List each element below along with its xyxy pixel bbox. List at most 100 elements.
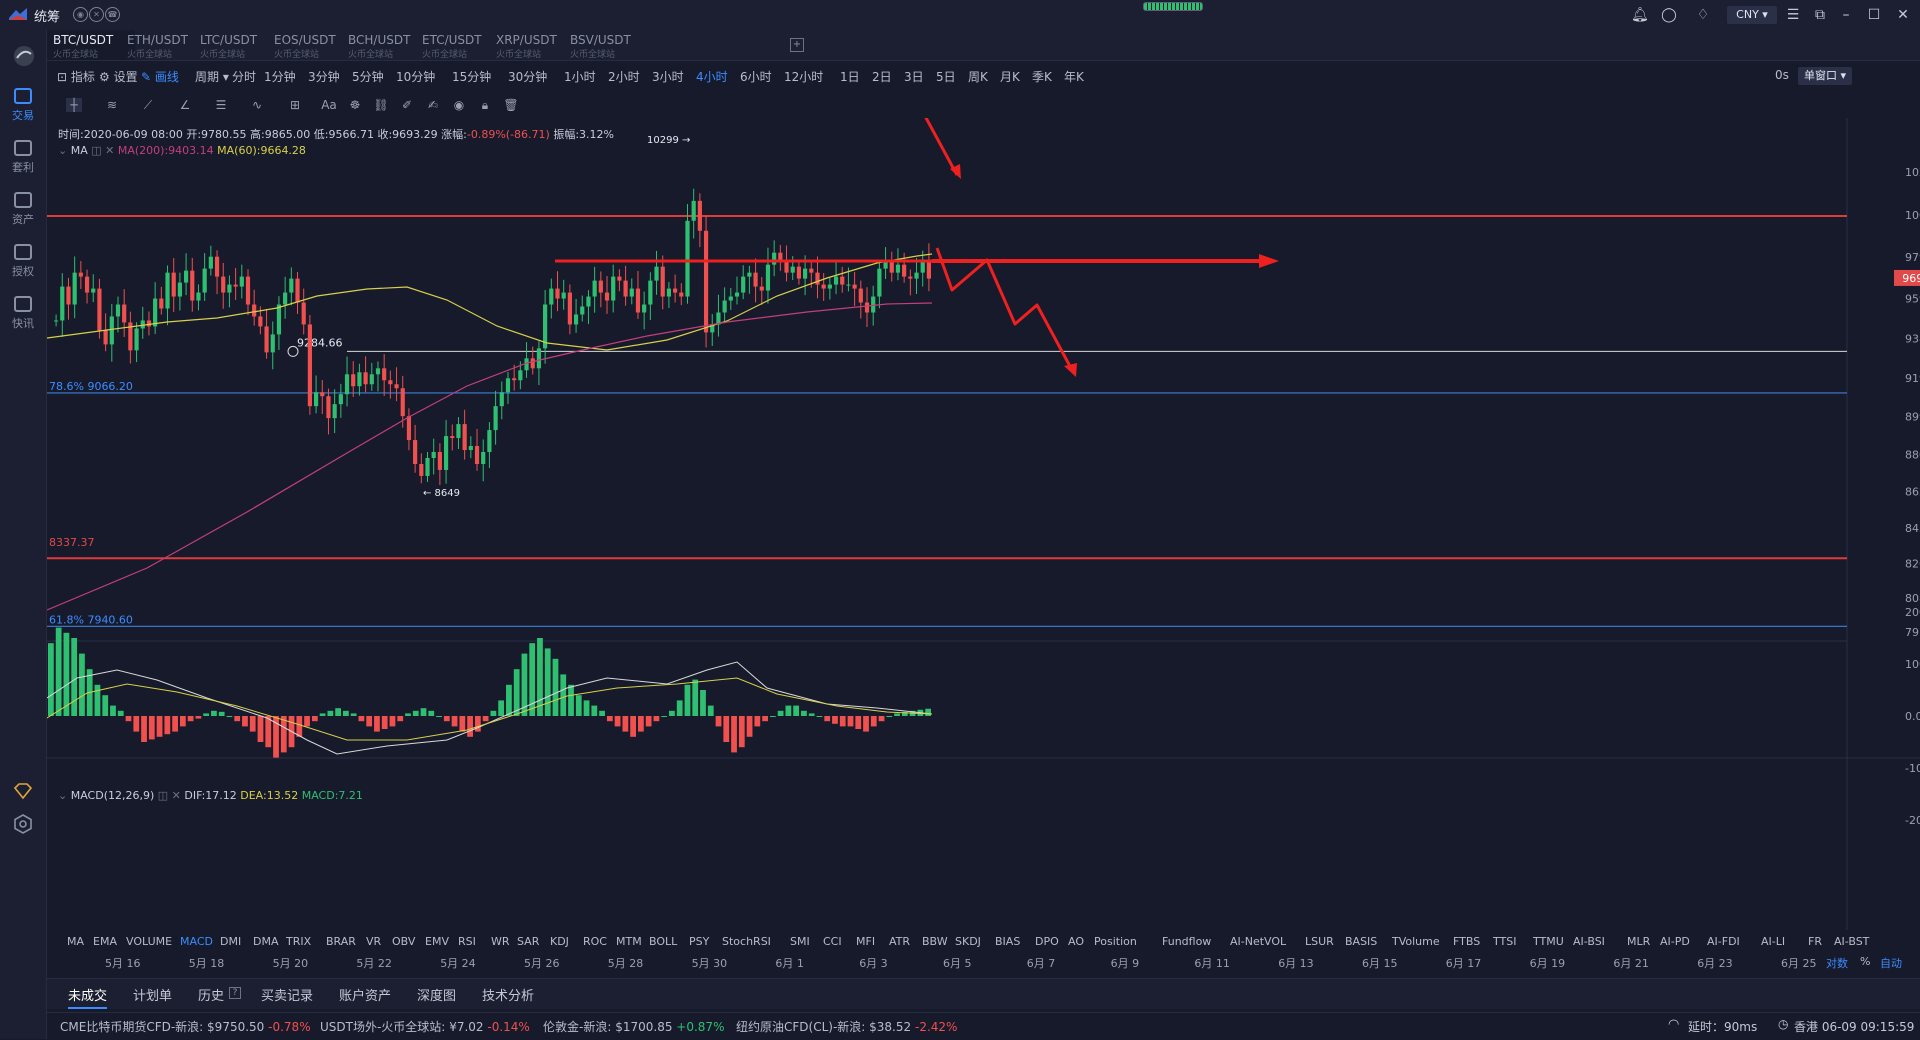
indicator-tab[interactable]: EMA xyxy=(93,935,117,948)
ticker-item[interactable]: CME比特币期货CFD-新浪: $9750.50 -0.78% xyxy=(60,1018,311,1035)
help-icon[interactable]: ? xyxy=(229,987,241,999)
pattern-icon[interactable]: ☸ xyxy=(349,98,361,112)
tab-history[interactable]: 历史 xyxy=(198,989,225,1004)
tab-plan-orders[interactable]: 计划单 xyxy=(133,989,173,1004)
indicator-tab[interactable]: AO xyxy=(1068,935,1084,948)
minimize-icon[interactable]: – xyxy=(1842,7,1850,23)
period-option[interactable]: 3日 xyxy=(904,70,924,84)
indicator-tab[interactable]: Position xyxy=(1094,935,1137,948)
settings-button[interactable]: ⚙ 设置 xyxy=(99,68,138,85)
indicator-tab[interactable]: MLR xyxy=(1627,935,1651,948)
period-dropdown[interactable]: 周期 ▾ xyxy=(195,68,229,85)
period-option[interactable]: 4小时 xyxy=(696,70,728,84)
ticker-item[interactable]: 伦敦金-新浪: $1700.85 +0.87% xyxy=(543,1018,724,1035)
indicator-tab[interactable]: AI-LI xyxy=(1761,935,1786,948)
indicator-tab[interactable]: ATR xyxy=(889,935,911,948)
gift-icon[interactable]: ✕ xyxy=(89,7,104,22)
angle-icon[interactable]: ∠ xyxy=(179,98,191,112)
sidebar-item-authorize[interactable]: 授权 xyxy=(0,244,46,279)
indicator-tab[interactable]: VR xyxy=(366,935,382,948)
popout-icon[interactable]: ⧉ xyxy=(1815,7,1825,23)
indicator-tab[interactable]: AI-NetVOL xyxy=(1230,935,1287,948)
indicator-tab[interactable]: BRAR xyxy=(326,935,356,948)
tab-account-assets[interactable]: 账户资产 xyxy=(339,989,392,1004)
period-option[interactable]: 10分钟 xyxy=(396,70,436,84)
trend-line-icon[interactable]: ⟋ xyxy=(143,98,153,112)
tab-eos-usdt[interactable]: EOS/USDT 火币全球站 xyxy=(268,30,356,60)
indicator-tab[interactable]: DMA xyxy=(253,935,279,948)
ticker-item[interactable]: 纽约原油CFD(CL)-新浪: $38.52 -2.42% xyxy=(736,1018,957,1035)
tab-bsv-usdt[interactable]: BSV/USDT 火币全球站 xyxy=(564,30,652,60)
tab-etc-usdt[interactable]: ETC/USDT 火币全球站 xyxy=(416,30,504,60)
currency-select[interactable]: CNY ▾ xyxy=(1727,6,1777,24)
indicator-tab[interactable]: WR xyxy=(491,935,510,948)
eye-icon[interactable]: ◉ xyxy=(453,98,465,112)
brush-icon[interactable]: ✍ xyxy=(427,98,439,112)
list-icon[interactable]: ☰ xyxy=(215,98,227,112)
period-option[interactable]: 6小时 xyxy=(740,70,772,84)
visibility-icon[interactable]: ◫ ✕ xyxy=(157,789,185,802)
chevron-down-icon[interactable]: ⌄ xyxy=(58,789,71,802)
vip-diamond-icon[interactable] xyxy=(13,782,33,800)
sidebar-item-trade[interactable]: 交易 xyxy=(0,88,46,123)
trash-icon[interactable]: 🗑︎ xyxy=(503,98,519,112)
indicator-tab[interactable]: SKDJ xyxy=(955,935,981,948)
sidebar-item-arbitrage[interactable]: 套利 xyxy=(0,140,46,175)
log-scale-toggle[interactable]: 对数 xyxy=(1826,957,1848,970)
period-option[interactable]: 3小时 xyxy=(652,70,684,84)
indicator-tab[interactable]: SMI xyxy=(790,935,810,948)
indicator-tab[interactable]: AI-FDI xyxy=(1707,935,1740,948)
tab-eth-usdt[interactable]: ETH/USDT 火币全球站 xyxy=(121,30,209,60)
indicator-tab[interactable]: Fundflow xyxy=(1162,935,1212,948)
line-style-icon[interactable]: ≋ xyxy=(106,98,118,112)
sidebar-item-news[interactable]: 快讯 xyxy=(0,296,46,331)
indicator-tab[interactable]: AI-BST xyxy=(1834,935,1870,948)
ticker-item[interactable]: USDT场外-火币全球站: ¥7.02 -0.14% xyxy=(320,1018,530,1035)
period-option[interactable]: 分时 xyxy=(232,70,257,84)
tab-depth-chart[interactable]: 深度图 xyxy=(417,989,457,1004)
indicator-tab[interactable]: MA xyxy=(67,935,85,948)
tab-btc-usdt[interactable]: BTC/USDT 火币全球站 xyxy=(47,30,135,60)
period-option[interactable]: 周K xyxy=(968,70,988,84)
ruler-icon[interactable]: ✐ xyxy=(401,98,413,112)
period-option[interactable]: 1小时 xyxy=(564,70,596,84)
indicator-tab[interactable]: TVolume xyxy=(1392,935,1440,948)
period-option[interactable]: 15分钟 xyxy=(452,70,492,84)
period-option[interactable]: 1分钟 xyxy=(264,70,296,84)
phone-icon[interactable]: ☎ xyxy=(105,7,120,22)
indicator-tab[interactable]: TTSI xyxy=(1493,935,1517,948)
tab-ltc-usdt[interactable]: LTC/USDT 火币全球站 xyxy=(194,30,282,60)
period-option[interactable]: 1日 xyxy=(840,70,860,84)
menu-icon[interactable]: ☰ xyxy=(1786,7,1800,23)
indicator-tab[interactable]: FR xyxy=(1808,935,1822,948)
indicator-tab[interactable]: ROC xyxy=(583,935,607,948)
chat-icon[interactable]: ◯ xyxy=(1661,7,1677,23)
tab-bch-usdt[interactable]: BCH/USDT 火币全球站 xyxy=(342,30,430,60)
add-tab-button[interactable]: + xyxy=(790,38,804,52)
maximize-icon[interactable]: ☐ xyxy=(1867,7,1881,23)
indicator-tab[interactable]: BOLL xyxy=(649,935,678,948)
indicator-tab[interactable]: DPO xyxy=(1035,935,1059,948)
wave-icon[interactable]: ∿ xyxy=(251,98,263,112)
tab-trade-records[interactable]: 买卖记录 xyxy=(261,989,314,1004)
indicator-tab[interactable]: SAR xyxy=(517,935,540,948)
visibility-icon[interactable]: ◫ ✕ xyxy=(91,144,118,157)
crosshair-icon[interactable]: ┼ xyxy=(66,98,82,112)
period-option[interactable]: 30分钟 xyxy=(508,70,548,84)
indicator-tab[interactable]: BBW xyxy=(922,935,948,948)
indicator-tab[interactable]: RSI xyxy=(458,935,476,948)
period-option[interactable]: 3分钟 xyxy=(308,70,340,84)
percent-scale-toggle[interactable]: % xyxy=(1860,955,1871,968)
indicator-tab[interactable]: AI-PD xyxy=(1660,935,1690,948)
period-option[interactable]: 2日 xyxy=(872,70,892,84)
indicator-tab[interactable]: TRIX xyxy=(286,935,312,948)
indicator-button[interactable]: ⊡ 指标 xyxy=(57,68,95,85)
lock-icon[interactable]: 🔒︎ xyxy=(481,98,489,112)
period-option[interactable]: 季K xyxy=(1032,70,1052,84)
chevron-down-icon[interactable]: ⌄ xyxy=(58,144,71,157)
window-mode-select[interactable]: 单窗口 ▾ xyxy=(1798,67,1852,85)
period-option[interactable]: 5日 xyxy=(936,70,956,84)
indicator-tab[interactable]: BASIS xyxy=(1345,935,1378,948)
indicator-tab[interactable]: EMV xyxy=(425,935,449,948)
indicator-tab[interactable]: BIAS xyxy=(995,935,1021,948)
